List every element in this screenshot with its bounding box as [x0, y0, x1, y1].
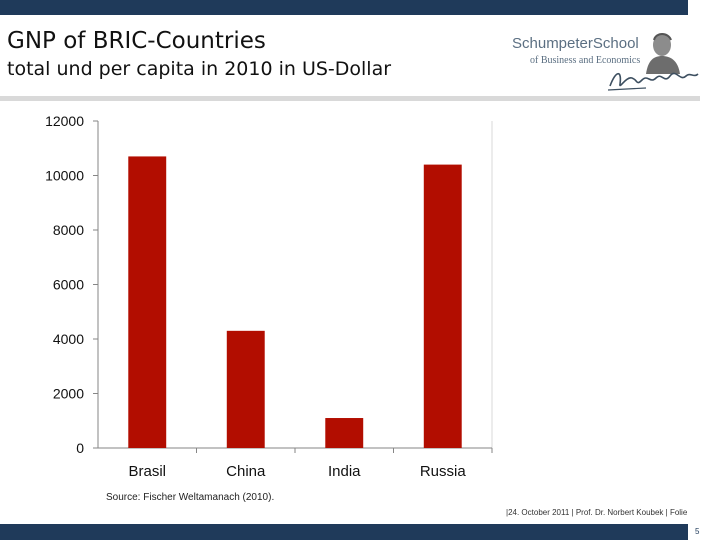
slide-title: GNP of BRIC-Countries [7, 28, 266, 54]
y-tick-label: 12000 [45, 113, 84, 129]
x-axis: Brasil China India Russia [98, 447, 493, 480]
portrait-icon [646, 33, 680, 74]
bar-china [226, 330, 265, 448]
source-note: Source: Fischer Weltamanach (2010). [106, 492, 275, 503]
bottom-bar [0, 524, 688, 540]
y-tick-label: 6000 [53, 277, 84, 293]
y-tick-label: 8000 [53, 222, 84, 238]
bars [128, 156, 462, 449]
bar-brasil [128, 156, 167, 449]
bar-india [325, 418, 364, 448]
y-tick-label: 0 [76, 440, 84, 456]
x-tick-label: India [328, 463, 361, 480]
slide-subtitle: total und per capita in 2010 in US-Dolla… [7, 58, 392, 80]
header-rule [0, 96, 700, 101]
x-tick-label: China [226, 463, 266, 480]
y-tick-label: 2000 [53, 386, 84, 402]
y-tick-label: 10000 [45, 168, 84, 184]
logo-name: SchumpeterSchool [512, 35, 639, 52]
signature-icon [607, 72, 699, 91]
footer-info: |24. October 2011 | Prof. Dr. Norbert Ko… [506, 508, 688, 517]
x-tick-label: Russia [420, 463, 467, 480]
y-tick-label: 4000 [53, 331, 84, 347]
x-tick-label: Brasil [128, 463, 166, 480]
bar-russia [423, 164, 462, 448]
bar-chart: 0 2000 4000 6000 8000 10000 12000 Brasil China I… [45, 113, 493, 480]
page-number: 5 [695, 527, 700, 536]
top-bar [0, 0, 688, 15]
school-logo: SchumpeterSchool of Business and Economi… [508, 28, 704, 96]
logo-subtitle: of Business and Economics [530, 55, 641, 66]
y-axis: 0 2000 4000 6000 8000 10000 12000 [45, 113, 493, 456]
